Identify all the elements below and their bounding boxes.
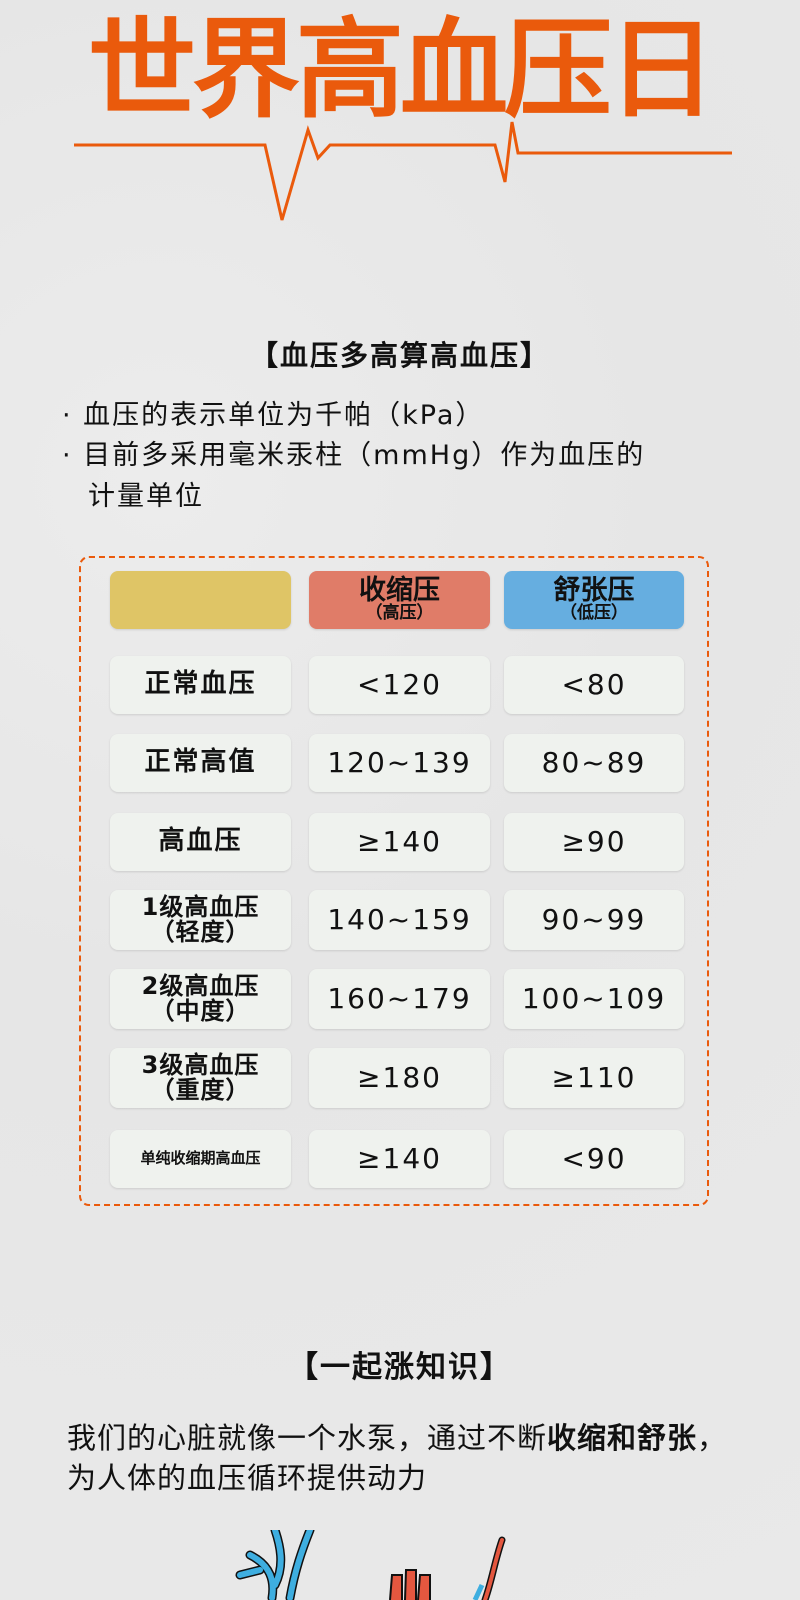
row-label: 高血压 (158, 826, 243, 857)
row-label: 3级高血压 (141, 1050, 260, 1079)
row-label-cell: 正常高值 (110, 734, 291, 792)
header-diastolic-label: 舒张压 (553, 574, 635, 606)
para-text-1: 我们的心脏就像一个水泵，通过不断 (67, 1421, 548, 1455)
row-label: 单纯收缩期高血压 (140, 1149, 261, 1168)
systolic-value: 120~139 (327, 746, 472, 780)
para-bold-1: 收缩和 (547, 1421, 638, 1455)
diastolic-value-cell: <90 (504, 1130, 684, 1188)
header-blank-cell (110, 571, 291, 629)
systolic-value: 160~179 (327, 982, 472, 1016)
logo-title: 世界高血压日 (87, 7, 716, 133)
systolic-value: <120 (357, 668, 442, 702)
diastolic-value-cell: 100~109 (504, 969, 684, 1029)
row-label: 1级高血压 (141, 892, 260, 921)
diastolic-value-cell: 90~99 (504, 890, 684, 950)
systolic-value: ≥140 (357, 1142, 442, 1176)
row-label-cell: 2级高血压 （中度） (110, 969, 291, 1029)
bp-table-frame (79, 556, 709, 1206)
section-heading-blood-pressure: 【血压多高算高血压】 (249, 339, 550, 372)
row-label-cell: 3级高血压 （重度） (110, 1048, 291, 1108)
systolic-value: ≥140 (357, 825, 442, 859)
systolic-value-cell: <120 (309, 656, 490, 714)
para-text-2: ，为人体的血压循环提供动力 (67, 1421, 728, 1495)
bullet-unit-mmhg: · 目前多采用毫米汞柱（mmHg）作为血压的 (62, 440, 646, 471)
systolic-value-cell: ≥140 (309, 1130, 490, 1188)
diastolic-value: 90~99 (541, 903, 647, 937)
diastolic-value-cell: 80~89 (504, 734, 684, 792)
row-label: 正常高值 (144, 747, 257, 778)
diastolic-value: ≥90 (561, 825, 627, 859)
diastolic-value: 80~89 (541, 746, 647, 780)
diastolic-value-cell: <80 (504, 656, 684, 714)
bullet-unit-mmhg-cont: 计量单位 (88, 481, 204, 512)
diastolic-value: 100~109 (521, 982, 667, 1016)
systolic-value-cell: ≥140 (309, 813, 490, 871)
header-systolic-sub: （高压） (365, 603, 434, 624)
systolic-value-cell: 160~179 (309, 969, 490, 1029)
row-sublabel: （中度） (150, 997, 251, 1025)
header-diastolic-sub: （低压） (560, 603, 628, 624)
row-label-cell: 单纯收缩期高血压 (110, 1130, 291, 1188)
heart-anatomy-icon (235, 1530, 506, 1600)
header-systolic-label: 收缩压 (359, 574, 440, 606)
systolic-value-cell: 140~159 (309, 890, 490, 950)
row-label-cell: 高血压 (110, 813, 291, 871)
systolic-value-cell: 120~139 (309, 734, 490, 792)
diastolic-value: <90 (561, 1142, 627, 1176)
systolic-value-cell: ≥180 (309, 1048, 490, 1108)
row-label: 2级高血压 (141, 971, 260, 1000)
header-diastolic: 舒张压 （低压） (504, 571, 684, 629)
systolic-value: ≥180 (357, 1061, 442, 1095)
row-sublabel: （重度） (150, 1076, 251, 1104)
row-sublabel: （轻度） (150, 918, 251, 946)
header-systolic: 收缩压 （高压） (309, 571, 490, 629)
para-bold-2: 舒张 (637, 1421, 698, 1455)
heartbeat-line-icon (74, 121, 732, 221)
row-label-cell: 正常血压 (110, 656, 291, 714)
knowledge-paragraph: 我们的心脏就像一个水泵，通过不断收缩和舒张，为人体的血压循环提供动力 (67, 1418, 747, 1498)
row-label: 正常血压 (144, 669, 257, 700)
diastolic-value-cell: ≥110 (504, 1048, 684, 1108)
systolic-value: 140~159 (327, 903, 472, 937)
diastolic-value-cell: ≥90 (504, 813, 684, 871)
row-label-cell: 1级高血压 （轻度） (110, 890, 291, 950)
diastolic-value: ≥110 (551, 1061, 637, 1095)
diastolic-value: <80 (561, 668, 627, 702)
section-heading-knowledge: 【一起涨知识】 (288, 1350, 512, 1385)
bullet-unit-kpa: · 血压的表示单位为千帕（kPa） (62, 400, 485, 431)
